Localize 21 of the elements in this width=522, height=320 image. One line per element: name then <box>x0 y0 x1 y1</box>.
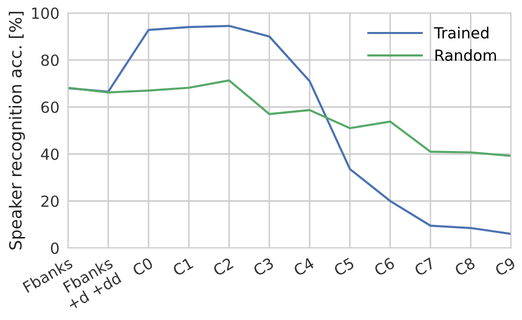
y-tick-label: 0 <box>50 242 59 254</box>
line-series <box>68 24 511 235</box>
line-series <box>68 79 511 157</box>
legend-label: Random <box>436 49 496 61</box>
x-tick-label: C0 <box>132 257 154 276</box>
y-tick-label: 40 <box>40 148 59 160</box>
x-tick-label: C1 <box>172 257 194 276</box>
y-tick-label: 20 <box>41 195 59 208</box>
x-tick-label: C2 <box>212 257 234 276</box>
y-axis-title: Speaker recognition acc. [%] <box>8 12 25 250</box>
legend-label: Trained <box>434 26 488 39</box>
y-tick-label: 80 <box>41 54 59 66</box>
x-tick-label: C5 <box>333 257 355 276</box>
x-tick-label: C9 <box>494 257 516 276</box>
x-tick-label: C8 <box>454 257 476 276</box>
y-tick-label: 100 <box>32 7 59 20</box>
x-tick-label: C7 <box>414 257 436 276</box>
y-tick-label: 60 <box>41 101 59 114</box>
x-tick-label: C4 <box>292 256 315 276</box>
x-tick-label: C3 <box>252 257 274 276</box>
x-tick-label: C6 <box>373 257 396 276</box>
